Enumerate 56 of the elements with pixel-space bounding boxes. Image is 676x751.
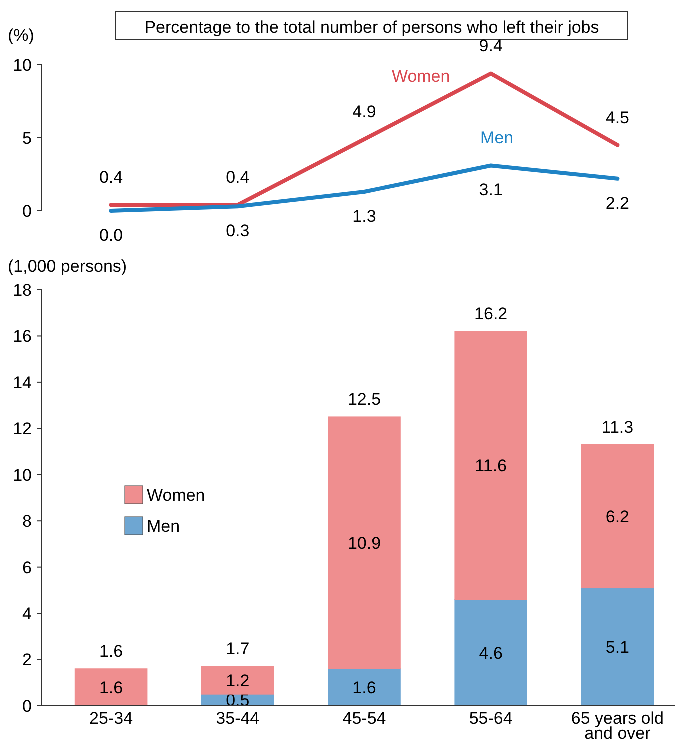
y-tick-label: 10 bbox=[13, 56, 32, 75]
data-label: 0.4 bbox=[99, 168, 124, 188]
data-label: 1.6 bbox=[99, 678, 124, 698]
series-label: Men bbox=[480, 128, 514, 148]
y-tick-label: 14 bbox=[13, 373, 32, 392]
data-label: 0.3 bbox=[226, 222, 250, 241]
bar bbox=[581, 588, 654, 706]
data-label: 9.4 bbox=[479, 36, 503, 56]
y-tick-label: 5 bbox=[22, 128, 32, 148]
y-tick-label: 0 bbox=[22, 202, 32, 221]
legend-label: Men bbox=[147, 516, 180, 536]
total-label: 1.7 bbox=[226, 640, 250, 659]
x-tick-label: 65 years old and over bbox=[571, 709, 664, 743]
bar bbox=[328, 668, 401, 706]
data-label: 2.2 bbox=[606, 194, 630, 213]
y-axis-title: (%) bbox=[8, 26, 34, 45]
data-label: 10.9 bbox=[348, 534, 382, 554]
chart-title: Percentage to the total number of persons who left their jobs bbox=[144, 18, 600, 37]
data-label: 1.6 bbox=[352, 678, 376, 698]
y-tick-label: 6 bbox=[22, 558, 32, 578]
x-tick-label: 35-44 bbox=[216, 709, 260, 728]
bar bbox=[581, 444, 654, 589]
data-label: 11.6 bbox=[475, 456, 508, 476]
bar bbox=[328, 416, 401, 670]
y-axis-title: (1,000 persons) bbox=[8, 257, 128, 276]
legend-label: Women bbox=[147, 486, 206, 505]
data-label: 0.0 bbox=[99, 226, 124, 245]
data-label: 3.1 bbox=[479, 180, 503, 200]
y-tick-label: 10 bbox=[13, 466, 32, 485]
y-tick-label: 0 bbox=[22, 696, 32, 716]
total-label: 11.3 bbox=[602, 418, 634, 437]
y-tick-label: 18 bbox=[13, 280, 32, 300]
y-tick-label: 8 bbox=[22, 512, 32, 532]
total-label: 16.2 bbox=[474, 304, 508, 324]
data-label: 6.2 bbox=[606, 507, 630, 526]
bar bbox=[202, 666, 274, 695]
bar bbox=[454, 331, 528, 600]
x-tick-label: 55-64 bbox=[469, 709, 513, 728]
y-tick-label: 16 bbox=[13, 327, 32, 346]
total-label: 1.6 bbox=[99, 642, 124, 662]
data-label: 1.2 bbox=[226, 672, 250, 691]
data-label: 1.3 bbox=[352, 206, 376, 226]
total-label: 12.5 bbox=[348, 390, 382, 410]
bar bbox=[74, 668, 148, 706]
data-label: 0.4 bbox=[226, 168, 250, 188]
data-label: 4.6 bbox=[479, 644, 503, 663]
series-label: Women bbox=[392, 66, 450, 86]
data-label: 5.1 bbox=[606, 638, 630, 658]
y-tick-label: 2 bbox=[22, 650, 32, 670]
x-tick-label: 25-34 bbox=[90, 709, 134, 728]
x-tick-label: 45-54 bbox=[342, 709, 386, 728]
data-label: 4.9 bbox=[352, 102, 376, 122]
y-tick-label: 12 bbox=[13, 420, 32, 439]
bar bbox=[454, 599, 528, 706]
y-tick-label: 4 bbox=[22, 604, 32, 624]
data-label: 4.5 bbox=[606, 108, 630, 128]
